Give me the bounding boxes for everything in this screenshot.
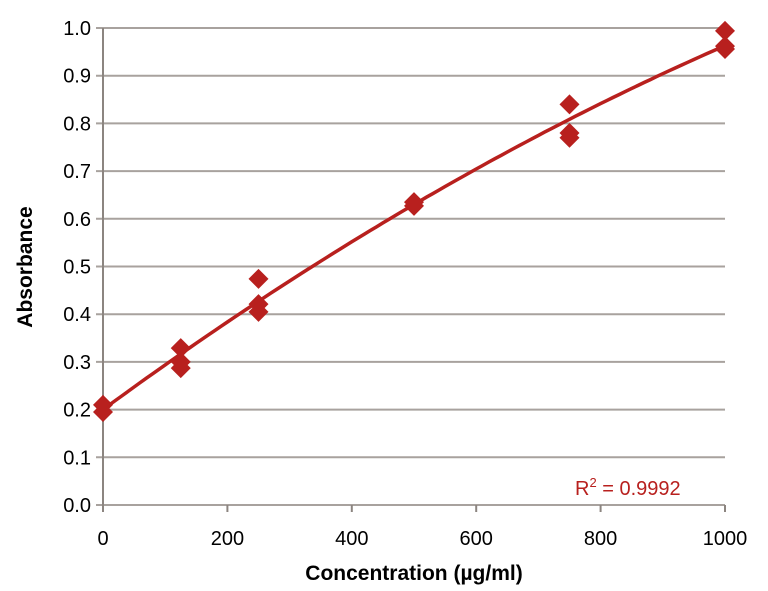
y-tick-label: 0.9: [63, 66, 91, 88]
data-point: [248, 301, 269, 322]
y-tick-label: 0.8: [63, 113, 91, 135]
data-point: [559, 94, 580, 115]
data-point: [248, 268, 269, 289]
data-point: [715, 38, 735, 59]
y-tick-label: 0.5: [63, 257, 91, 279]
data-point: [170, 358, 191, 379]
y-tick-label: 0.6: [63, 209, 91, 231]
x-tick-label: 200: [211, 528, 244, 550]
data-point: [170, 338, 191, 359]
y-tick-label: 1.0: [63, 18, 91, 40]
data-points: [93, 20, 735, 422]
x-axis-title: Concentration (µg/ml): [305, 562, 522, 585]
r2-annotation: R2 = 0.9992: [575, 475, 681, 500]
x-tick-label: 0: [97, 528, 108, 550]
x-tick-label: 600: [460, 528, 493, 550]
x-tick-label: 800: [584, 528, 617, 550]
data-point: [404, 195, 424, 216]
x-tick-label: 1000: [703, 528, 748, 550]
trendline: [101, 44, 726, 412]
y-tick-label: 0.7: [63, 161, 91, 183]
y-tick-label: 0.3: [63, 352, 91, 374]
y-tick-label: 0.2: [63, 400, 91, 422]
y-tick-label: 0.4: [63, 304, 91, 326]
data-point: [559, 127, 580, 148]
x-tick-labels: 0 200 400 600 800 1000: [97, 528, 747, 550]
y-tick-label: 0.0: [63, 495, 91, 517]
y-tick-labels: 0.0 0.1 0.2 0.3 0.4 0.5 0.6 0.7 0.8 0.9 1.0: [63, 18, 91, 517]
data-point: [93, 401, 113, 422]
gridlines: [96, 27, 726, 512]
data-point: [715, 20, 735, 41]
y-tick-label: 0.1: [63, 447, 91, 469]
y-axis-title: Absorbance: [14, 206, 37, 327]
x-tick-label: 400: [335, 528, 368, 550]
